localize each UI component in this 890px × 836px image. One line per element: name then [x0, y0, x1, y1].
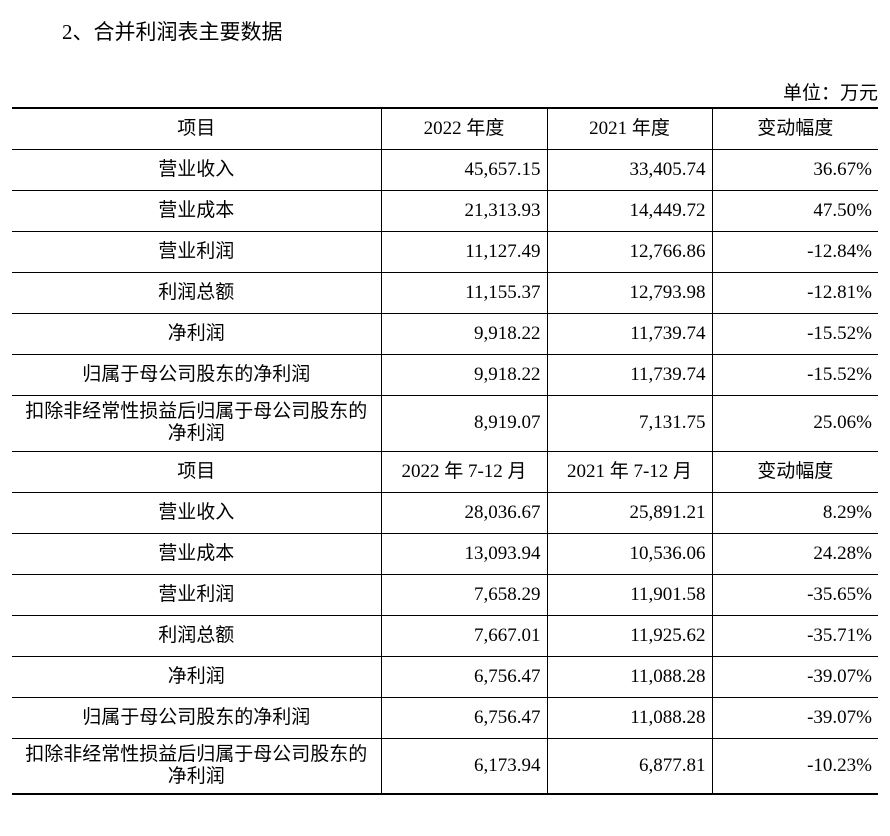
- value-cell: 36.67%: [711, 148, 878, 191]
- header-cell: 变动幅度: [711, 107, 878, 150]
- value-cell: 8.29%: [711, 491, 878, 534]
- data-row: 利润总额 11,155.37 12,793.98 -12.81%: [12, 271, 878, 314]
- data-row: 营业利润 7,658.29 11,901.58 -35.65%: [12, 573, 878, 616]
- header-cell: 2021 年 7-12 月: [546, 450, 713, 493]
- data-row: 营业利润 11,127.49 12,766.86 -12.84%: [12, 230, 878, 273]
- section-title: 2、合并利润表主要数据: [62, 20, 283, 44]
- unit-label: 单位：万元: [782, 83, 878, 104]
- data-row: 扣除非经常性损益后归属于母公司股东的净利润 8,919.07 7,131.75 25.…: [12, 394, 878, 452]
- value-cell: -10.23%: [711, 737, 878, 795]
- value-cell: 25.06%: [711, 394, 878, 452]
- value-cell: -15.52%: [711, 312, 878, 355]
- item-cell: 营业利润: [12, 573, 382, 616]
- header-row: 项目 2022 年 7-12 月 2021 年 7-12 月变动幅度: [12, 450, 878, 493]
- header-cell: 2022 年度: [380, 107, 548, 150]
- value-cell: 11,925.62: [546, 614, 713, 657]
- value-cell: 6,173.94: [380, 737, 548, 795]
- value-cell: 45,657.15: [380, 148, 548, 191]
- item-cell: 利润总额: [12, 271, 382, 314]
- data-row: 营业收入 28,036.67 25,891.21 8.29%: [12, 491, 878, 534]
- value-cell: 25,891.21: [546, 491, 713, 534]
- value-cell: 13,093.94: [380, 532, 548, 575]
- data-row: 归属于母公司股东的净利润 6,756.47 11,088.28 -39.07%: [12, 696, 878, 739]
- item-cell: 营业收入: [12, 148, 382, 191]
- value-cell: 8,919.07: [380, 394, 548, 452]
- value-cell: 10,536.06: [546, 532, 713, 575]
- value-cell: 11,155.37: [380, 271, 548, 314]
- value-cell: -35.71%: [711, 614, 878, 657]
- value-cell: 12,766.86: [546, 230, 713, 273]
- value-cell: 7,658.29: [380, 573, 548, 616]
- header-cell: 项目: [12, 107, 382, 150]
- value-cell: 7,667.01: [380, 614, 548, 657]
- header-cell: 2021 年度: [546, 107, 713, 150]
- header-cell: 2022 年 7-12 月: [380, 450, 548, 493]
- value-cell: 11,088.28: [546, 696, 713, 739]
- value-cell: 11,739.74: [546, 312, 713, 355]
- value-cell: 7,131.75: [546, 394, 713, 452]
- item-cell: 营业利润: [12, 230, 382, 273]
- value-cell: 11,901.58: [546, 573, 713, 616]
- header-cell: 项目: [12, 450, 382, 493]
- data-row: 营业成本 21,313.93 14,449.72 47.50%: [12, 189, 878, 232]
- header-cell: 变动幅度: [711, 450, 878, 493]
- item-cell: 净利润: [12, 655, 382, 698]
- value-cell: 11,127.49: [380, 230, 548, 273]
- value-cell: 11,088.28: [546, 655, 713, 698]
- item-cell: 净利润: [12, 312, 382, 355]
- value-cell: -12.81%: [711, 271, 878, 314]
- value-cell: -39.07%: [711, 696, 878, 739]
- item-cell: 扣除非经常性损益后归属于母公司股东的净利润: [12, 737, 382, 795]
- value-cell: 33,405.74: [546, 148, 713, 191]
- item-cell: 扣除非经常性损益后归属于母公司股东的净利润: [12, 394, 382, 452]
- item-cell: 营业收入: [12, 491, 382, 534]
- data-row: 营业成本 13,093.94 10,536.06 24.28%: [12, 532, 878, 575]
- data-row: 营业收入 45,657.15 33,405.74 36.67%: [12, 148, 878, 191]
- data-row: 净利润 6,756.47 11,088.28 -39.07%: [12, 655, 878, 698]
- value-cell: 12,793.98: [546, 271, 713, 314]
- item-cell: 利润总额: [12, 614, 382, 657]
- item-cell: 营业成本: [12, 189, 382, 232]
- value-cell: 21,313.93: [380, 189, 548, 232]
- value-cell: -35.65%: [711, 573, 878, 616]
- value-cell: 6,756.47: [380, 696, 548, 739]
- value-cell: -39.07%: [711, 655, 878, 698]
- value-cell: 6,756.47: [380, 655, 548, 698]
- data-row: 扣除非经常性损益后归属于母公司股东的净利润 6,173.94 6,877.81 -10…: [12, 737, 878, 795]
- value-cell: -12.84%: [711, 230, 878, 273]
- data-row: 归属于母公司股东的净利润 9,918.22 11,739.74 -15.52%: [12, 353, 878, 396]
- item-cell: 归属于母公司股东的净利润: [12, 696, 382, 739]
- value-cell: 24.28%: [711, 532, 878, 575]
- profit-table: 项目 2022 年度 2021 年度 变动幅度 营业收入 45,657.15 33,405.…: [12, 107, 878, 795]
- item-cell: 营业成本: [12, 532, 382, 575]
- value-cell: 28,036.67: [380, 491, 548, 534]
- value-cell: 9,918.22: [380, 353, 548, 396]
- value-cell: 6,877.81: [546, 737, 713, 795]
- item-cell: 归属于母公司股东的净利润: [12, 353, 382, 396]
- value-cell: 9,918.22: [380, 312, 548, 355]
- data-row: 利润总额 7,667.01 11,925.62 -35.71%: [12, 614, 878, 657]
- header-row: 项目 2022 年度 2021 年度 变动幅度: [12, 107, 878, 150]
- value-cell: 47.50%: [711, 189, 878, 232]
- value-cell: -15.52%: [711, 353, 878, 396]
- value-cell: 14,449.72: [546, 189, 713, 232]
- value-cell: 11,739.74: [546, 353, 713, 396]
- data-row: 净利润 9,918.22 11,739.74 -15.52%: [12, 312, 878, 355]
